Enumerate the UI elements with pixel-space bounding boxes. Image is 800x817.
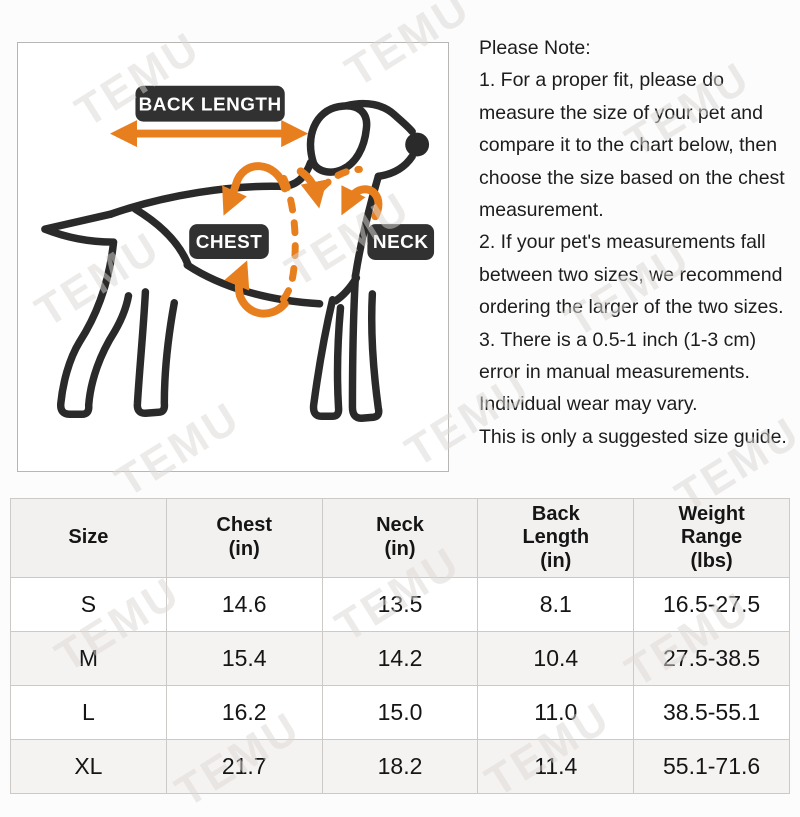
- note-line-8: ordering the larger of the two sizes.: [479, 296, 784, 319]
- dog-chest-line: [331, 274, 361, 305]
- cell-size: S: [10, 577, 167, 632]
- cell-size: L: [10, 685, 167, 740]
- table-header-row: Size Chest (in) Neck (in) Back Length (i…: [10, 498, 790, 578]
- cell-back-length: 10.4: [477, 631, 635, 686]
- table-row-l: L 16.2 15.0 11.0 38.5-55.1: [10, 685, 790, 740]
- cell-weight: 55.1-71.6: [633, 739, 790, 794]
- cell-neck: 14.2: [321, 631, 479, 686]
- dog-rear-leg: [56, 238, 133, 418]
- chest-dashed-line: [272, 174, 299, 310]
- cell-back-length: 8.1: [477, 577, 635, 632]
- dog-haunch: [131, 205, 192, 269]
- dog-muzzle: [342, 99, 416, 136]
- table-row-xl: XL 21.7 18.2 11.4 55.1-71.6: [10, 739, 790, 794]
- measurement-marks: [109, 120, 383, 318]
- neck-arrow: [341, 185, 383, 221]
- cell-neck: 15.0: [321, 685, 479, 740]
- cell-chest: 21.7: [165, 739, 323, 794]
- cell-size: M: [10, 631, 167, 686]
- notes-section: Please Note: 1. For a proper fit, please…: [479, 32, 800, 453]
- chest-label-bg: [189, 224, 269, 259]
- note-line-12: This is only a suggested size guide.: [479, 425, 787, 448]
- note-line-11: Individual wear may vary.: [479, 393, 698, 416]
- diagram-labels: BACK LENGTH CHEST NECK: [135, 85, 435, 260]
- col-header-chest: Chest (in): [165, 498, 323, 578]
- note-line-10: error in manual measurements.: [479, 361, 750, 384]
- col-header-neck: Neck (in): [321, 498, 479, 578]
- dog-jaw: [374, 152, 416, 181]
- cell-chest: 14.6: [165, 577, 323, 632]
- cell-neck: 13.5: [321, 577, 479, 632]
- table-row-m: M 15.4 14.2 10.4 27.5-38.5: [10, 631, 790, 686]
- note-line-2: measure the size of your pet and: [479, 101, 763, 124]
- note-line-9: 3. There is a 0.5-1 inch (1-3 cm): [479, 328, 757, 351]
- back-length-label: BACK LENGTH: [139, 95, 282, 116]
- dog-front-leg-far: [348, 272, 383, 422]
- cell-weight: 16.5-27.5: [633, 577, 790, 632]
- note-line-7: between two sizes, we recommend: [479, 263, 783, 286]
- neck-label-bg: [367, 224, 435, 260]
- table-row-s: S 14.6 13.5 8.1 16.5-27.5: [10, 577, 790, 632]
- size-guide-page: { "watermark": { "text": "TEMU" }, "diag…: [10, 0, 800, 817]
- col-header-size: Size: [10, 498, 167, 578]
- dog-front-leg: [309, 296, 345, 420]
- dog-neck-front: [351, 172, 383, 280]
- cell-back-length: 11.4: [477, 739, 635, 794]
- dog-illustration: [41, 99, 430, 422]
- chest-bottom-arrow: [224, 260, 289, 318]
- dog-nose: [405, 132, 430, 157]
- chest-label: CHEST: [196, 232, 263, 253]
- cell-size: XL: [10, 739, 167, 794]
- notes-title: Please Note:: [479, 37, 591, 59]
- size-table: Size Chest (in) Neck (in) Back Length (i…: [10, 498, 790, 794]
- col-header-back-length: Back Length (in): [477, 498, 635, 578]
- cell-chest: 16.2: [165, 685, 323, 740]
- cell-chest: 15.4: [165, 631, 323, 686]
- note-line-4: choose the size based on the chest: [479, 166, 785, 189]
- dog-diagram-panel: BACK LENGTH CHEST NECK: [17, 42, 449, 472]
- dog-back: [106, 158, 315, 218]
- cell-weight: 38.5-55.1: [633, 685, 790, 740]
- chest-top-arrow: [222, 162, 289, 216]
- back-length-label-bg: [135, 85, 285, 122]
- dog-tail: [41, 210, 117, 246]
- dog-belly: [183, 261, 324, 308]
- cell-neck: 18.2: [321, 739, 479, 794]
- cell-weight: 27.5-38.5: [633, 631, 790, 686]
- note-line-3: compare it to the chart below, then: [479, 134, 778, 157]
- dog-measurement-diagram: BACK LENGTH CHEST NECK: [41, 85, 435, 422]
- col-header-weight: Weight Range (lbs): [633, 498, 790, 578]
- cell-back-length: 11.0: [477, 685, 635, 740]
- dog-ear: [306, 102, 371, 176]
- neck-label: NECK: [373, 232, 429, 253]
- note-line-1: 1. For a proper fit, please do: [479, 69, 724, 92]
- dog-rear-leg-far: [133, 288, 179, 418]
- note-line-6: 2. If your pet's measurements fall: [479, 231, 766, 254]
- note-line-5: measurement.: [479, 199, 604, 222]
- withers-arrow: [296, 167, 328, 209]
